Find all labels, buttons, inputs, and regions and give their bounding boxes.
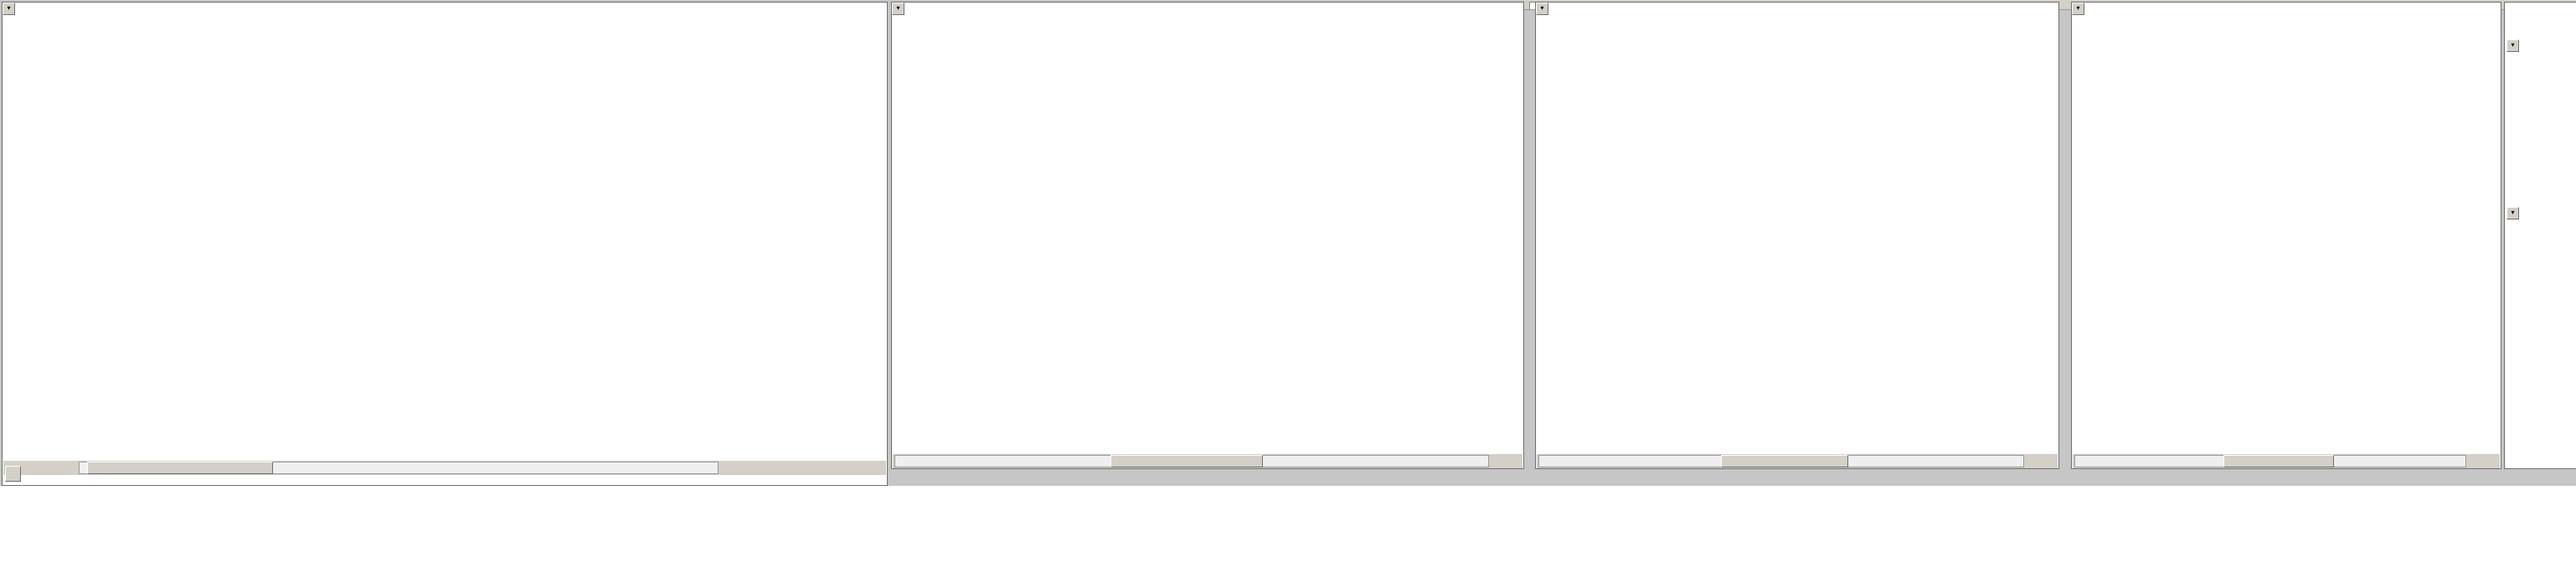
- chart-canvas[interactable]: [892, 3, 1143, 128]
- macd-dropdown-button[interactable]: ▾: [2506, 207, 2519, 219]
- horizontal-scrollbar: [3, 460, 886, 475]
- scrollbar-thumb[interactable]: [2223, 455, 2334, 467]
- stochastics-panel-label: [3, 338, 26, 369]
- stoch-dropdown-button[interactable]: ▾: [1536, 3, 1548, 15]
- horizontal-scrollbar: [1537, 453, 2058, 468]
- chart-dropdown-button[interactable]: ▾: [2506, 39, 2519, 52]
- scrollbar-thumb[interactable]: [87, 462, 273, 474]
- chart-window-15min: ▾ ▾ ▾ ▾: [891, 2, 1524, 469]
- stoch-dropdown-button[interactable]: ▾: [3, 3, 15, 15]
- chart-window-30min: ▾ ▾ ▾ ▾: [1535, 2, 2059, 469]
- scrollbar-thumb[interactable]: [1110, 455, 1263, 467]
- horizontal-scrollbar: [893, 453, 1522, 468]
- chart-canvas[interactable]: [3, 3, 254, 128]
- window-index-button[interactable]: [5, 466, 21, 482]
- chart-window-5min: ▾ ▾ ▾ ▾: [2, 2, 888, 486]
- chart-canvas[interactable]: [1536, 3, 1787, 128]
- chart-window-60min: ▾ ▾ ▾ ▾: [2071, 2, 2501, 469]
- partial-chart-canvas[interactable]: [2505, 26, 2576, 428]
- stochastics-panel-label: [2072, 338, 2095, 369]
- scrollbar-thumb[interactable]: [1721, 455, 1848, 467]
- chart-canvas[interactable]: [2072, 3, 2323, 128]
- partial-chart-window: ▾ ▾: [2504, 2, 2576, 469]
- stoch-dropdown-button[interactable]: ▾: [892, 3, 904, 15]
- stochastics-panel-label: [1536, 338, 1559, 369]
- horizontal-scrollbar: [2073, 453, 2500, 468]
- stoch-dropdown-button[interactable]: ▾: [2072, 3, 2084, 15]
- stochastics-panel-label: [892, 338, 915, 369]
